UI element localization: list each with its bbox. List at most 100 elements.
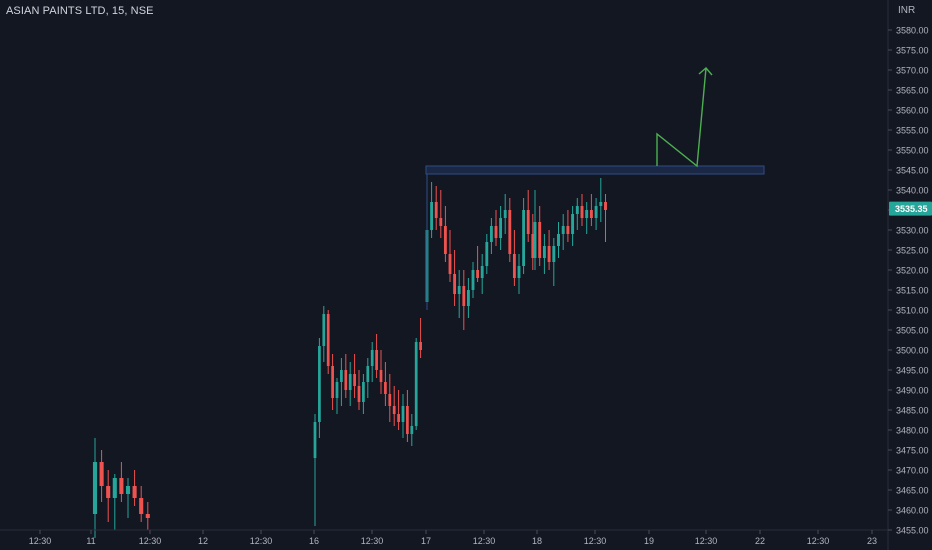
candle-body xyxy=(503,210,507,218)
y-tick-label: 3495.00 xyxy=(896,366,929,376)
candle xyxy=(557,222,560,258)
candle xyxy=(499,206,503,250)
candle-body xyxy=(410,426,414,434)
candle-body xyxy=(139,498,144,514)
y-tick-label: 3580.00 xyxy=(896,26,929,36)
y-tick-label: 3465.00 xyxy=(896,486,929,496)
candle-body xyxy=(499,218,503,238)
candle-body xyxy=(443,226,447,254)
candle-body xyxy=(508,210,512,254)
x-tick-label: 16 xyxy=(309,536,319,546)
last-price-badge xyxy=(889,201,932,216)
candle xyxy=(453,250,457,306)
candle-body xyxy=(388,394,392,406)
candle-body xyxy=(357,386,361,402)
candle-body xyxy=(604,202,607,210)
candle-body xyxy=(401,406,405,422)
y-tick-label: 3500.00 xyxy=(896,346,929,356)
candle-body xyxy=(476,270,480,278)
candle xyxy=(392,386,396,426)
x-tick-label: 12:30 xyxy=(250,536,273,546)
candle xyxy=(348,362,352,406)
candle xyxy=(585,202,589,234)
candle-body xyxy=(457,286,461,294)
currency-label: INR xyxy=(898,5,916,16)
y-tick-label: 3560.00 xyxy=(896,106,929,116)
candle xyxy=(443,206,447,262)
candle xyxy=(462,270,466,330)
candle-body xyxy=(561,226,565,234)
y-tick-label: 3490.00 xyxy=(896,386,929,396)
candle xyxy=(531,214,535,270)
candle xyxy=(313,414,317,526)
y-tick-label: 3455.00 xyxy=(896,526,929,536)
candle xyxy=(526,190,530,242)
time-axis[interactable]: 12:30 11 12:30 12 12:30 16 12:30 17 12:30 18 12:30… xyxy=(0,529,888,546)
x-tick-label: 18 xyxy=(532,536,542,546)
candle xyxy=(375,334,378,378)
candle-body xyxy=(340,370,343,382)
candle-body xyxy=(533,222,537,258)
candle xyxy=(489,218,493,254)
x-tick-label: 12:30 xyxy=(473,536,496,546)
candle-body xyxy=(512,254,516,278)
x-tick-label: 22 xyxy=(755,536,765,546)
y-tick-label: 3575.00 xyxy=(896,46,929,56)
projection-arrow[interactable] xyxy=(656,67,707,168)
x-tick-label: 12:30 xyxy=(361,536,384,546)
candle-body xyxy=(542,246,546,258)
candle-body xyxy=(575,206,579,214)
candle-body xyxy=(439,218,443,226)
price-axis[interactable]: 3455.00 3460.00 3465.00 3470.00 3475.00 3480.… xyxy=(887,0,932,550)
y-tick-label: 3570.00 xyxy=(896,66,929,76)
candle xyxy=(119,462,124,502)
y-tick-label: 3520.00 xyxy=(896,266,929,276)
y-tick-label: 3525.00 xyxy=(896,246,929,256)
candle xyxy=(471,262,475,298)
candle xyxy=(517,254,521,294)
candle xyxy=(594,198,598,230)
candle xyxy=(326,310,330,374)
candle xyxy=(322,306,326,362)
resistance-zone[interactable] xyxy=(425,165,765,175)
x-tick-label: 12:30 xyxy=(29,536,52,546)
candle xyxy=(466,278,470,318)
y-tick-label: 3510.00 xyxy=(896,306,929,316)
candle xyxy=(397,390,400,430)
candle-body xyxy=(571,214,575,234)
candle xyxy=(366,358,370,398)
candle xyxy=(533,190,537,270)
y-tick-label: 3550.00 xyxy=(896,146,929,156)
x-tick-label: 23 xyxy=(867,536,877,546)
candle xyxy=(145,502,150,530)
last-price-label: 3535.35 xyxy=(895,204,928,214)
y-tick-label: 3505.00 xyxy=(896,326,929,336)
candle-body xyxy=(106,486,111,498)
candle-body xyxy=(589,210,593,218)
price-axis-bg xyxy=(888,0,932,550)
candle xyxy=(561,214,565,250)
candle xyxy=(566,210,570,242)
candle xyxy=(571,206,575,246)
drawings-layer[interactable] xyxy=(425,67,765,310)
candle xyxy=(335,378,339,414)
candle-body xyxy=(547,246,551,262)
candle xyxy=(406,390,409,442)
candle-body xyxy=(494,226,498,238)
candle-body xyxy=(434,202,438,218)
candle xyxy=(476,246,480,282)
candle-body xyxy=(448,254,452,274)
candle-body xyxy=(362,382,365,402)
candle xyxy=(430,182,434,238)
candle-body xyxy=(430,202,434,230)
x-tick-label: 12:30 xyxy=(139,536,162,546)
candle xyxy=(112,474,117,530)
candle-body xyxy=(322,314,326,346)
y-tick-label: 3530.00 xyxy=(896,226,929,236)
candle-body xyxy=(453,274,457,294)
candle xyxy=(542,234,546,274)
candle-body xyxy=(526,210,530,234)
symbol-title[interactable]: ASIAN PAINTS LTD, 15, NSE xyxy=(6,5,154,17)
